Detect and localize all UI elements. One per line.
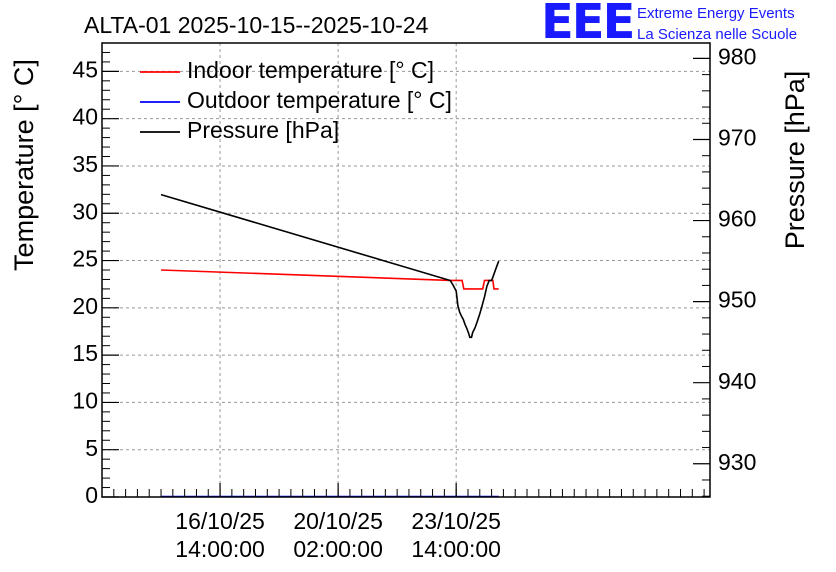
legend-label-1: Indoor temperature [° C]	[187, 57, 434, 83]
x-tick-label-time: 02:00:00	[293, 536, 383, 562]
logo-mark: EEE	[541, 0, 633, 50]
x-tick-label-date: 20/10/25	[293, 508, 383, 534]
legend-label-3: Pressure [hPa]	[187, 117, 339, 143]
y2-tick-label: 980	[718, 43, 756, 69]
eee-logo: EEE Extreme Energy Events La Scienza nel…	[541, 0, 797, 50]
y2-axis-title: Pressure [hPa]	[780, 71, 810, 250]
x-tick-label-time: 14:00:00	[411, 536, 501, 562]
x-tick-label-date: 16/10/25	[175, 508, 265, 534]
y-tick-label: 35	[72, 151, 98, 177]
y-axis-title: Temperature [° C]	[9, 59, 39, 271]
y2-tick-label: 950	[718, 287, 756, 313]
y-tick-label: 40	[72, 104, 98, 130]
x-tick-label-date: 23/10/25	[411, 508, 501, 534]
y-tick-label: 30	[72, 198, 98, 224]
logo-line-1: Extreme Energy Events	[637, 5, 795, 22]
y-tick-label: 0	[85, 482, 98, 508]
legend-label-2: Outdoor temperature [° C]	[187, 87, 452, 113]
y2-tick-label: 940	[718, 368, 756, 394]
y-tick-label: 25	[72, 246, 98, 272]
y2-tick-label: 960	[718, 206, 756, 232]
y-tick-label: 20	[72, 293, 98, 319]
legend: Indoor temperature [° C] Outdoor temperat…	[140, 57, 452, 143]
y-tick-label: 5	[85, 435, 98, 461]
series-line-3	[160, 193, 500, 339]
series-line-1	[160, 269, 499, 290]
x-tick-label-time: 14:00:00	[175, 536, 265, 562]
y-tick-label: 45	[72, 56, 98, 82]
plot-frame	[101, 42, 711, 498]
y2-tick-label: 970	[718, 125, 756, 151]
y-tick-label: 10	[72, 387, 98, 413]
logo-line-2: La Scienza nelle Scuole	[637, 26, 797, 43]
chart-title: ALTA-01 2025-10-15--2025-10-24	[84, 12, 429, 38]
y-tick-label: 15	[72, 340, 98, 366]
y2-tick-label: 930	[718, 449, 756, 475]
